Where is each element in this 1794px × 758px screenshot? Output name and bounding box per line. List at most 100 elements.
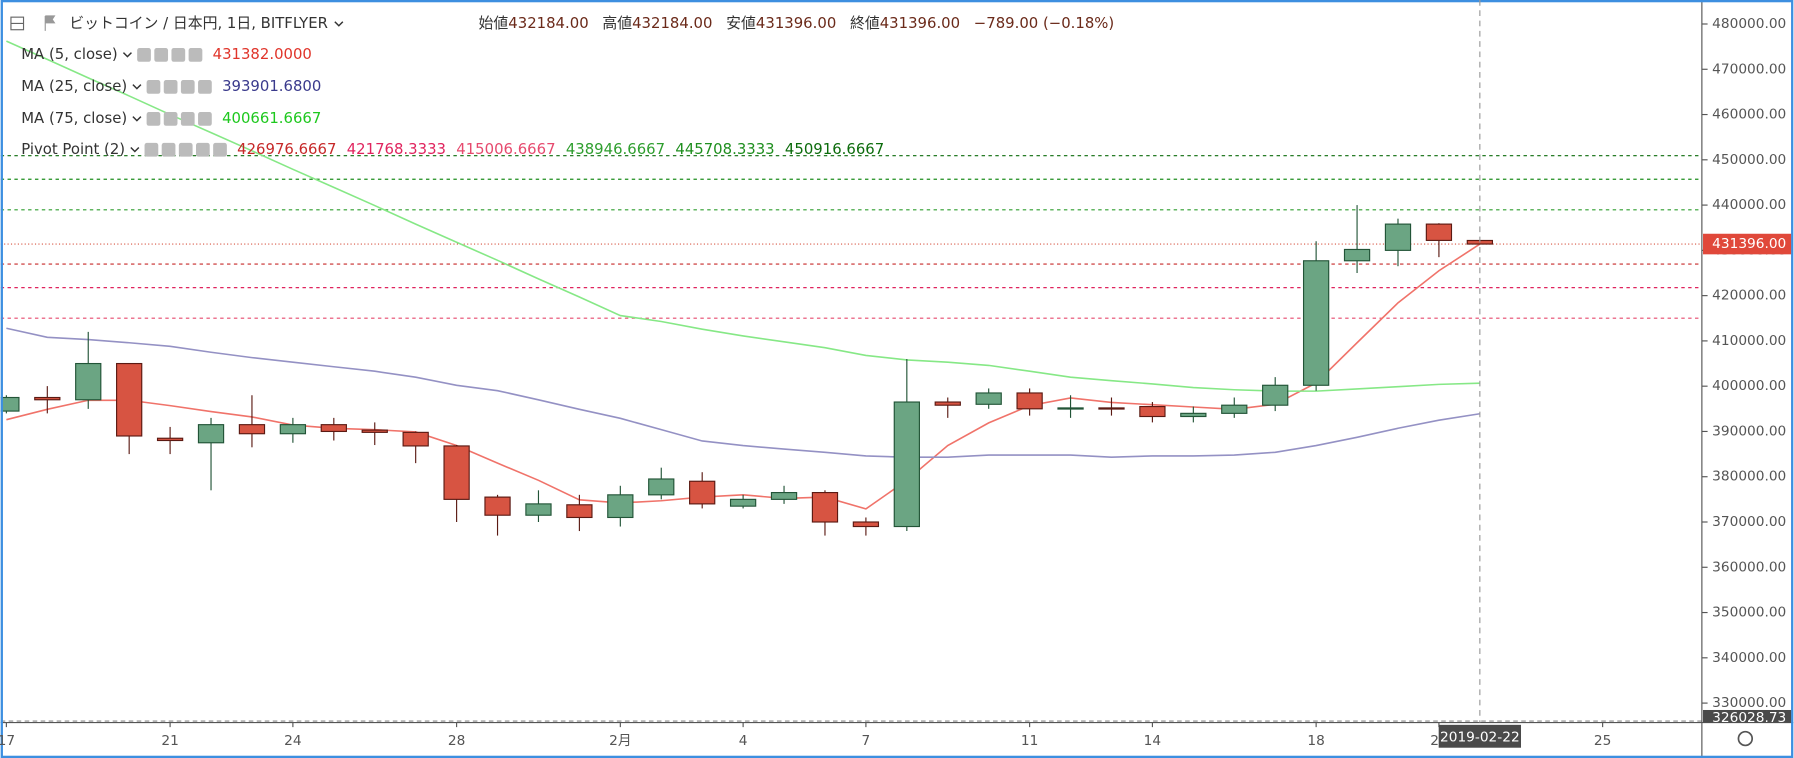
candle-body	[484, 496, 511, 516]
legend-name[interactable]: MA (25, close)	[21, 77, 127, 95]
dropdown-chevron	[130, 146, 140, 153]
ohlc-label: 安値	[726, 14, 756, 32]
settings-icon[interactable]	[1737, 730, 1754, 747]
legend-icon[interactable]	[163, 80, 178, 94]
ohlc-header: 始値432184.00 高値432184.00 安値431396.00 終値43139…	[479, 14, 1115, 32]
candle-body	[0, 396, 20, 412]
legend-icon[interactable]	[144, 142, 159, 157]
candle-body	[1343, 248, 1371, 262]
last-price-label: 431396.00	[1712, 236, 1786, 252]
y-tick-label: 450000.00	[1712, 152, 1786, 168]
x-tick-label: 17	[0, 733, 15, 749]
y-tick-label: 460000.00	[1712, 107, 1786, 123]
candle-body	[1302, 260, 1330, 386]
legend-name[interactable]: MA (75, close)	[21, 109, 127, 127]
date-tag	[1438, 724, 1522, 748]
x-tick-label: 18	[1307, 733, 1324, 749]
legend-icon[interactable]	[161, 142, 176, 157]
pivot-value: 445708.3333	[675, 140, 774, 158]
ma-line	[6, 40, 1480, 392]
dropdown-chevron	[132, 84, 142, 90]
candle-body	[689, 480, 716, 505]
candle-body	[116, 362, 143, 437]
legend-icon[interactable]	[198, 80, 212, 94]
candle-body	[279, 424, 307, 435]
y-tick-label: 390000.00	[1712, 423, 1786, 439]
ohlc-value: 431396.00	[880, 14, 960, 32]
legend-icon[interactable]	[154, 48, 169, 62]
ohlc-value: 432184.00	[632, 14, 712, 32]
legend-icon[interactable]	[171, 48, 186, 62]
candle-body	[852, 521, 880, 528]
dropdown-chevron	[122, 52, 132, 58]
pivot-value: 415006.6667	[456, 140, 555, 158]
pivot-value: 438946.6667	[566, 140, 665, 158]
plot-area	[0, 40, 1702, 722]
pivot-values: 426976.6667 421768.3333 415006.6667 438946.…	[237, 140, 884, 158]
legend-value: 400661.6667	[222, 109, 321, 127]
candle-body	[1262, 384, 1289, 406]
legend-icon[interactable]	[198, 112, 212, 126]
pivot-value: 421768.3333	[347, 140, 446, 158]
symbol-title[interactable]: ビットコイン / 日本円, 1日, BITFLYER	[69, 14, 328, 32]
legend-icon[interactable]	[196, 142, 210, 157]
y-tick-label: 420000.00	[1712, 288, 1786, 304]
legend-icon[interactable]	[163, 112, 178, 126]
legend-value: 393901.6800	[222, 77, 321, 95]
x-tick-label: 4	[739, 733, 748, 749]
y-tick-label: 400000.00	[1712, 378, 1786, 394]
legend-name[interactable]: MA (5, close)	[21, 45, 117, 63]
candle-body	[1098, 407, 1125, 410]
legend-icon[interactable]	[146, 80, 161, 94]
candle-body	[607, 494, 634, 519]
candle-body	[934, 401, 961, 406]
low-tag	[1703, 709, 1792, 723]
legend-icon[interactable]	[213, 142, 227, 157]
y-tick-label: 480000.00	[1712, 16, 1786, 32]
date-tag-label: 2019-02-22	[1440, 729, 1520, 745]
pivot-value: 450916.6667	[785, 140, 884, 158]
ohlc-value: 432184.00	[508, 14, 588, 32]
legend-icon[interactable]	[188, 48, 203, 62]
y-tick-label: 440000.00	[1712, 197, 1786, 213]
candle-body	[320, 424, 347, 433]
candle-body	[566, 504, 593, 519]
legend-icon[interactable]	[146, 112, 161, 126]
y-tick-label: 470000.00	[1712, 61, 1786, 77]
candle-body	[1139, 405, 1166, 418]
y-tick-label: 410000.00	[1712, 333, 1786, 349]
y-tick-label: 350000.00	[1712, 605, 1786, 621]
candle-body	[34, 396, 61, 401]
y-tick-label: 380000.00	[1712, 469, 1786, 485]
candle-body	[1384, 223, 1412, 251]
y-tick-label: 330000.00	[1712, 695, 1786, 711]
x-tick-label: 14	[1144, 733, 1161, 749]
legend-icon[interactable]	[180, 112, 195, 126]
legend-name[interactable]: Pivot Point (2)	[21, 140, 125, 158]
legend-icon[interactable]	[137, 48, 151, 62]
candle-body	[1057, 407, 1084, 410]
candle-body	[648, 478, 675, 496]
candle-body	[1425, 223, 1453, 241]
x-tick-label: 28	[448, 733, 465, 749]
candle-body	[975, 392, 1002, 405]
x-tick-label: 7	[862, 733, 871, 749]
last-price-tag	[1703, 233, 1792, 255]
ohlc-label: 高値	[602, 14, 632, 32]
ohlc-value: 431396.00	[756, 14, 836, 32]
candle-body	[729, 498, 757, 507]
x-tick-label: 2月	[609, 733, 631, 749]
low-label: 326028.73	[1712, 710, 1786, 726]
candle-body	[525, 503, 552, 516]
candle-body	[893, 401, 920, 528]
candle-body	[1221, 404, 1248, 414]
legend-icon[interactable]	[180, 80, 195, 94]
ohlc-label: 終値	[850, 14, 880, 32]
candle-body	[402, 431, 429, 447]
candle-body	[238, 424, 266, 435]
legend-icon[interactable]	[178, 142, 193, 157]
x-tick-label: 24	[284, 733, 301, 749]
